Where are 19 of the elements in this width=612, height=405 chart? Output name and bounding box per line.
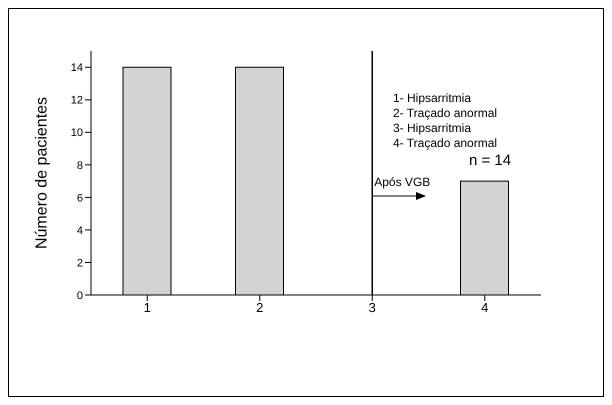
y-tick-label: 0 <box>76 290 83 302</box>
annotation: n = 14 <box>469 152 512 169</box>
annotation: 1- Hipsarritmia <box>393 91 472 106</box>
ref-line-label: Após VGB <box>374 175 430 190</box>
annotation: 2- Traçado anormal <box>393 106 498 121</box>
x-tick-label: 1 <box>144 300 151 316</box>
annotation: 3- Hipsarritmia <box>393 121 472 136</box>
y-tick-label: 8 <box>76 160 83 172</box>
x-tick-label: 4 <box>481 300 488 316</box>
x-tick-label: 3 <box>368 300 376 316</box>
x-tick-label: 2 <box>256 300 264 316</box>
y-tick-label: 6 <box>76 192 83 204</box>
y-tick-label: 12 <box>70 94 83 107</box>
y-tick-label: 4 <box>76 224 83 237</box>
annotation: 4- Traçado anormal <box>393 136 498 151</box>
y-tick-label: 14 <box>70 62 83 74</box>
y-axis-title: Número de pacientes <box>34 96 51 250</box>
y-tick-label: 10 <box>70 127 83 140</box>
y-tick-label: 2 <box>76 257 83 270</box>
